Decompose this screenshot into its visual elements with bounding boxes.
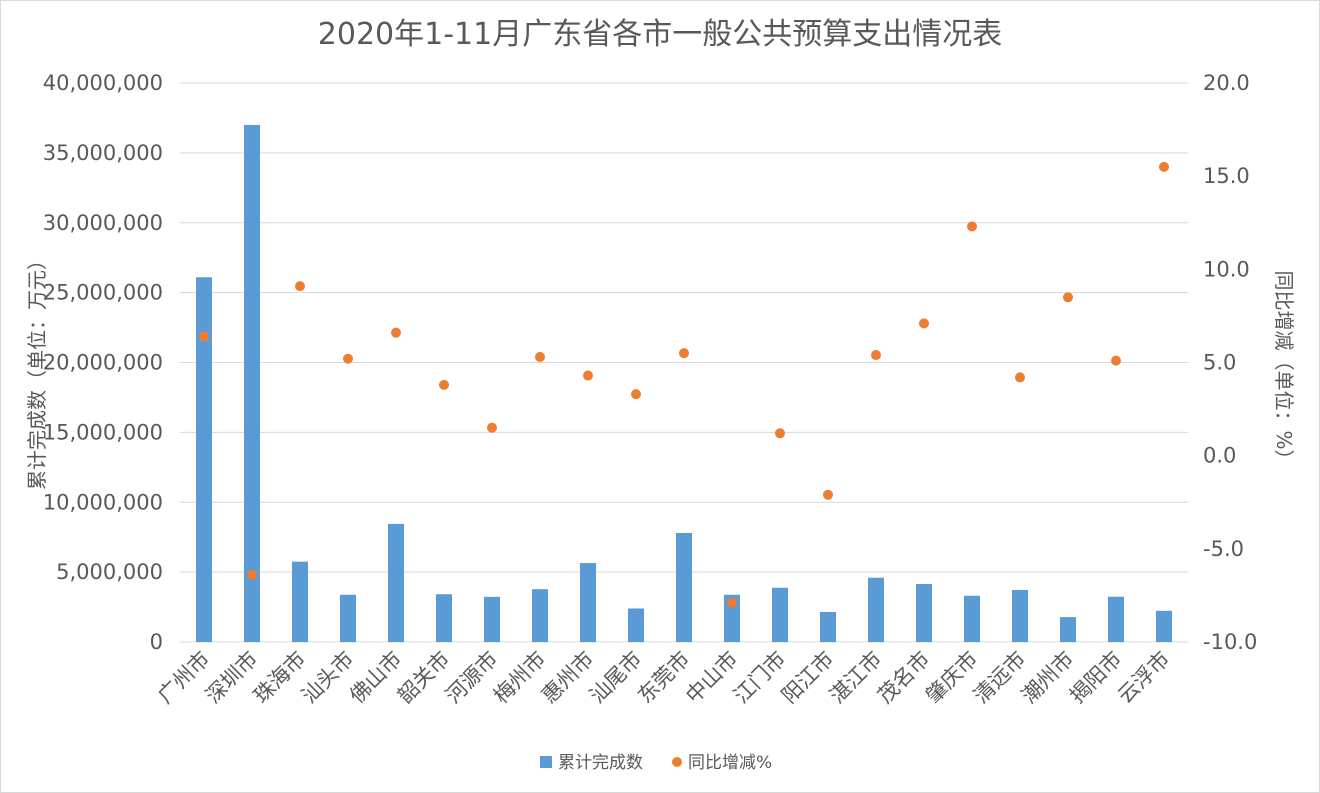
scatter-point: [583, 370, 593, 381]
scatter-point: [919, 318, 929, 329]
category-label: 珠海市: [249, 647, 311, 709]
bar: [436, 594, 452, 642]
right-tick-label: 0.0: [1203, 444, 1236, 468]
bar: [724, 594, 740, 642]
scatter-point: [727, 597, 737, 608]
right-tick-label: -5.0: [1203, 537, 1244, 561]
category-label: 中山市: [681, 647, 743, 709]
scatter-point: [343, 353, 353, 364]
category-label: 韶关市: [393, 647, 455, 709]
left-tick-label: 35,000,000: [43, 141, 163, 165]
category-label: 东莞市: [633, 647, 695, 709]
scatter-point: [967, 221, 977, 232]
chart-title: 2020年1-11月广东省各市一般公共预算支出情况表: [318, 17, 1002, 52]
right-axis-ticks: -10.0 -5.0 0.0 5.0 10.0 15.0 20.0: [1203, 71, 1257, 654]
bar: [484, 596, 500, 642]
scatter-point: [1063, 292, 1073, 303]
scatter-point: [439, 379, 449, 390]
left-tick-label: 15,000,000: [43, 420, 163, 444]
left-axis-ticks: 0 5,000,000 10,000,000 15,000,000 20,000,000…: [43, 71, 163, 654]
bar: [820, 611, 836, 642]
left-tick-label: 5,000,000: [56, 560, 163, 584]
category-label: 湛江市: [825, 647, 887, 709]
y2-axis-label: 同比增减（单位：%）: [1272, 270, 1296, 469]
scatter-point: [631, 389, 641, 400]
scatter-point: [1111, 355, 1121, 366]
category-label: 茂名市: [873, 647, 935, 709]
bar: [196, 277, 212, 642]
scatter-point: [487, 422, 497, 433]
category-label: 汕头市: [297, 647, 359, 709]
scatter-series: [199, 161, 1169, 608]
scatter-point: [1159, 161, 1169, 172]
legend-dot-swatch: [672, 757, 682, 767]
scatter-point: [679, 348, 689, 359]
category-label: 惠州市: [537, 647, 599, 709]
bar: [676, 532, 692, 642]
legend-bar-swatch: [540, 756, 552, 768]
bar: [628, 608, 644, 642]
right-tick-label: 10.0: [1203, 257, 1250, 281]
bar: [244, 124, 260, 643]
left-tick-label: 30,000,000: [43, 211, 163, 235]
category-labels: 广州市深圳市珠海市汕头市佛山市韶关市河源市梅州市惠州市汕尾市东莞市中山市江门市阳…: [153, 647, 1175, 709]
bar: [1156, 610, 1172, 642]
scatter-point: [391, 327, 401, 338]
scatter-point: [199, 331, 209, 342]
scatter-point: [535, 351, 545, 362]
category-label: 广州市: [153, 647, 215, 709]
left-tick-label: 10,000,000: [43, 490, 163, 514]
bar-series: [196, 124, 1172, 643]
bar: [916, 584, 932, 642]
category-label: 佛山市: [345, 647, 407, 709]
bar: [580, 563, 596, 642]
right-tick-label: 20.0: [1203, 71, 1250, 95]
category-label: 阳江市: [777, 647, 839, 709]
legend-dot-label: 同比增减%: [688, 753, 772, 773]
category-label: 揭阳市: [1065, 647, 1127, 709]
right-tick-label: 5.0: [1203, 351, 1236, 375]
bar: [388, 523, 404, 642]
scatter-point: [295, 281, 305, 292]
bar: [1012, 590, 1028, 642]
bar: [1108, 596, 1124, 642]
scatter-point: [871, 350, 881, 361]
bar: [772, 587, 788, 642]
bar: [868, 577, 884, 642]
left-tick-label: 40,000,000: [43, 71, 163, 95]
category-label: 梅州市: [489, 647, 551, 709]
category-label: 清远市: [969, 647, 1031, 709]
left-tick-label: 0: [150, 630, 163, 654]
category-label: 江门市: [729, 647, 791, 709]
legend: 累计完成数 同比增减%: [540, 753, 772, 773]
bar: [292, 561, 308, 642]
bar: [1060, 617, 1076, 642]
category-label: 云浮市: [1113, 647, 1175, 709]
scatter-point: [1015, 372, 1025, 383]
category-label: 深圳市: [201, 647, 263, 709]
y-axis-label: 累计完成数（单位：万元）: [25, 250, 49, 490]
category-label: 潮州市: [1017, 647, 1079, 709]
bar: [340, 594, 356, 642]
category-label: 河源市: [441, 647, 503, 709]
right-tick-label: -10.0: [1203, 630, 1257, 654]
scatter-point: [823, 489, 833, 500]
category-label: 汕尾市: [585, 647, 647, 709]
right-tick-label: 15.0: [1203, 164, 1250, 188]
bar: [964, 595, 980, 642]
scatter-point: [775, 428, 785, 439]
left-tick-label: 25,000,000: [43, 281, 163, 305]
legend-bar-label: 累计完成数: [558, 753, 643, 773]
left-tick-label: 20,000,000: [43, 351, 163, 375]
scatter-point: [247, 569, 257, 580]
bar: [532, 589, 548, 642]
category-label: 肇庆市: [921, 647, 983, 709]
